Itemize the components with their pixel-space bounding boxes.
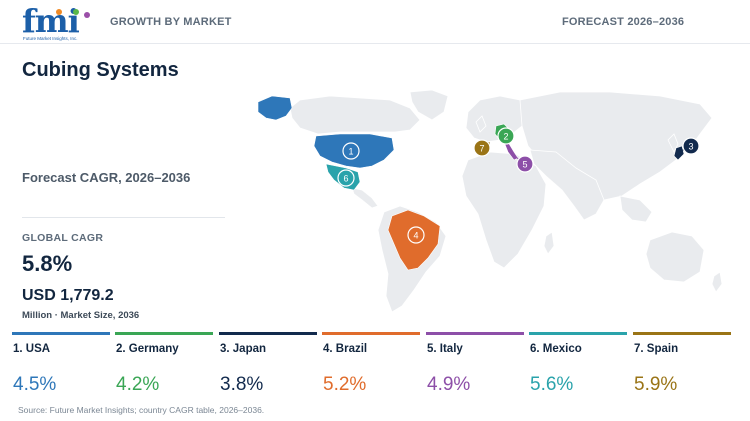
country-cagr-value: 5.9% <box>634 374 678 395</box>
country-japan[interactable] <box>673 145 685 161</box>
country-name: 5. Italy <box>427 343 463 355</box>
card-accent-bar <box>529 332 627 335</box>
map-marker-spain[interactable]: 7 <box>473 139 491 157</box>
card-accent-bar <box>633 332 731 335</box>
country-card-brazil[interactable]: 4. Brazil 5.2% <box>322 332 420 400</box>
growth-by-market-label: GROWTH BY MARKET <box>110 16 232 28</box>
country-cagr-value: 4.5% <box>13 374 57 395</box>
forecast-period-label: FORECAST 2026–2036 <box>562 16 685 28</box>
source-note: Source: Future Market Insights; country … <box>18 405 265 415</box>
marker-label-spain: 7 <box>479 144 484 154</box>
marker-label-usa: 1 <box>348 147 353 157</box>
country-cagr-value: 5.2% <box>323 374 367 395</box>
card-accent-bar <box>12 332 110 335</box>
logo-dot-green <box>73 9 79 15</box>
map-marker-brazil[interactable]: 4 <box>407 226 425 244</box>
country-cagr-value: 4.2% <box>116 374 160 395</box>
country-card-mexico[interactable]: 6. Mexico 5.6% <box>529 332 627 400</box>
world-landmass <box>289 90 723 313</box>
logo-dot-orange <box>56 9 62 15</box>
divider <box>22 217 225 218</box>
country-name: 1. USA <box>13 343 51 355</box>
page-title: Cubing Systems <box>22 59 179 81</box>
market-size-value: USD 1,779.2 <box>22 287 114 304</box>
card-accent-bar <box>219 332 317 335</box>
country-cagr-value: 3.8% <box>220 374 264 395</box>
country-cagr-value: 4.9% <box>427 374 471 395</box>
map-marker-italy[interactable]: 5 <box>516 155 534 173</box>
map-marker-japan[interactable]: 3 <box>682 137 700 155</box>
country-card-spain[interactable]: 7. Spain 5.9% <box>633 332 731 400</box>
marker-label-japan: 3 <box>688 142 693 152</box>
global-cagr-value: 5.8% <box>22 251 73 276</box>
marker-label-mexico: 6 <box>343 174 348 184</box>
country-card-germany[interactable]: 2. Germany 4.2% <box>115 332 213 400</box>
country-cagr-value: 5.6% <box>530 374 574 395</box>
card-accent-bar <box>426 332 524 335</box>
country-usa-alaska[interactable] <box>257 95 293 121</box>
map-marker-germany[interactable]: 2 <box>497 127 515 145</box>
world-map: 1 2 3 4 5 6 7 <box>257 90 723 313</box>
country-name: 6. Mexico <box>530 343 582 355</box>
country-card-japan[interactable]: 3. Japan 3.8% <box>219 332 317 400</box>
country-cagr-cards: 1. USA 4.5% 2. Germany 4.2% 3. Japan 3.8… <box>12 332 742 400</box>
logo-tagline: Future Market Insights, Inc. <box>23 36 78 41</box>
marker-label-brazil: 4 <box>413 231 418 241</box>
country-card-usa[interactable]: 1. USA 4.5% <box>12 332 110 400</box>
logo-text: fmi <box>22 2 80 40</box>
marker-label-italy: 5 <box>522 160 527 170</box>
map-marker-usa[interactable]: 1 <box>342 142 360 160</box>
map-marker-mexico[interactable]: 6 <box>337 169 355 187</box>
country-name: 7. Spain <box>634 343 679 355</box>
country-card-italy[interactable]: 5. Italy 4.9% <box>426 332 524 400</box>
country-name: 4. Brazil <box>323 343 368 355</box>
header: fmi Future Market Insights, Inc. GROWTH … <box>0 0 750 44</box>
marker-label-germany: 2 <box>503 132 508 142</box>
country-name: 2. Germany <box>116 343 179 355</box>
forecast-cagr-label: Forecast CAGR, 2026–2036 <box>22 170 191 185</box>
card-accent-bar <box>115 332 213 335</box>
fmi-logo[interactable]: fmi Future Market Insights, Inc. <box>22 2 92 42</box>
global-cagr-label: GLOBAL CAGR <box>22 232 104 244</box>
card-accent-bar <box>322 332 420 335</box>
market-size-caption: Million · Market Size, 2036 <box>22 310 140 321</box>
country-name: 3. Japan <box>220 343 267 355</box>
logo-dot-purple <box>84 12 90 18</box>
